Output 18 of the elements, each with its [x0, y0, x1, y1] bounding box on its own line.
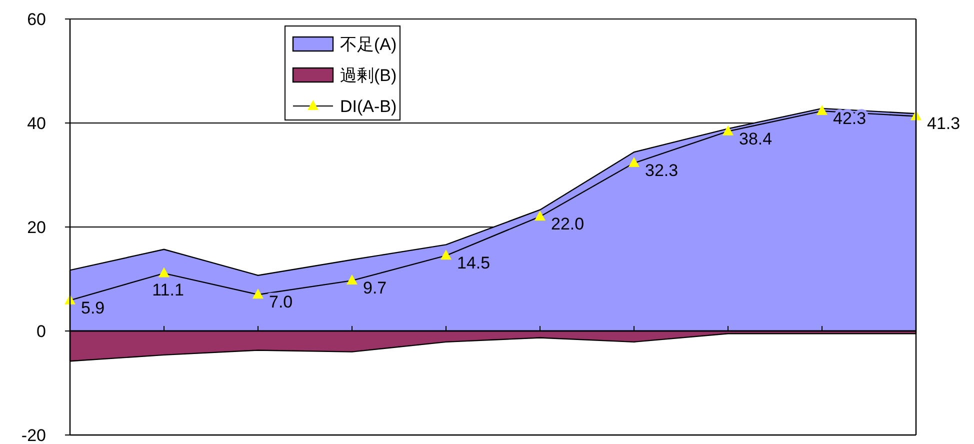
data-label: 5.9	[81, 298, 105, 318]
legend-label: 過剰(B)	[340, 66, 397, 85]
data-label: 11.1	[152, 280, 184, 300]
y-tick-label: 0	[36, 322, 46, 341]
data-label: 41.3	[927, 114, 960, 134]
data-label: 14.5	[457, 254, 490, 273]
data-label: 32.3	[645, 161, 678, 180]
y-tick-label: 40	[27, 114, 46, 133]
y-tick-label: 20	[27, 218, 46, 237]
legend-label: 不足(A)	[340, 35, 397, 54]
data-label: 42.3	[833, 109, 866, 128]
data-label: 7.0	[269, 292, 293, 312]
y-tick-label: -20	[21, 426, 46, 444]
data-label: 9.7	[363, 278, 387, 298]
legend-label: DI(A-B)	[340, 97, 397, 116]
data-label: 22.0	[551, 214, 584, 234]
y-tick-label: 60	[27, 10, 46, 29]
data-label: 38.4	[739, 129, 772, 148]
